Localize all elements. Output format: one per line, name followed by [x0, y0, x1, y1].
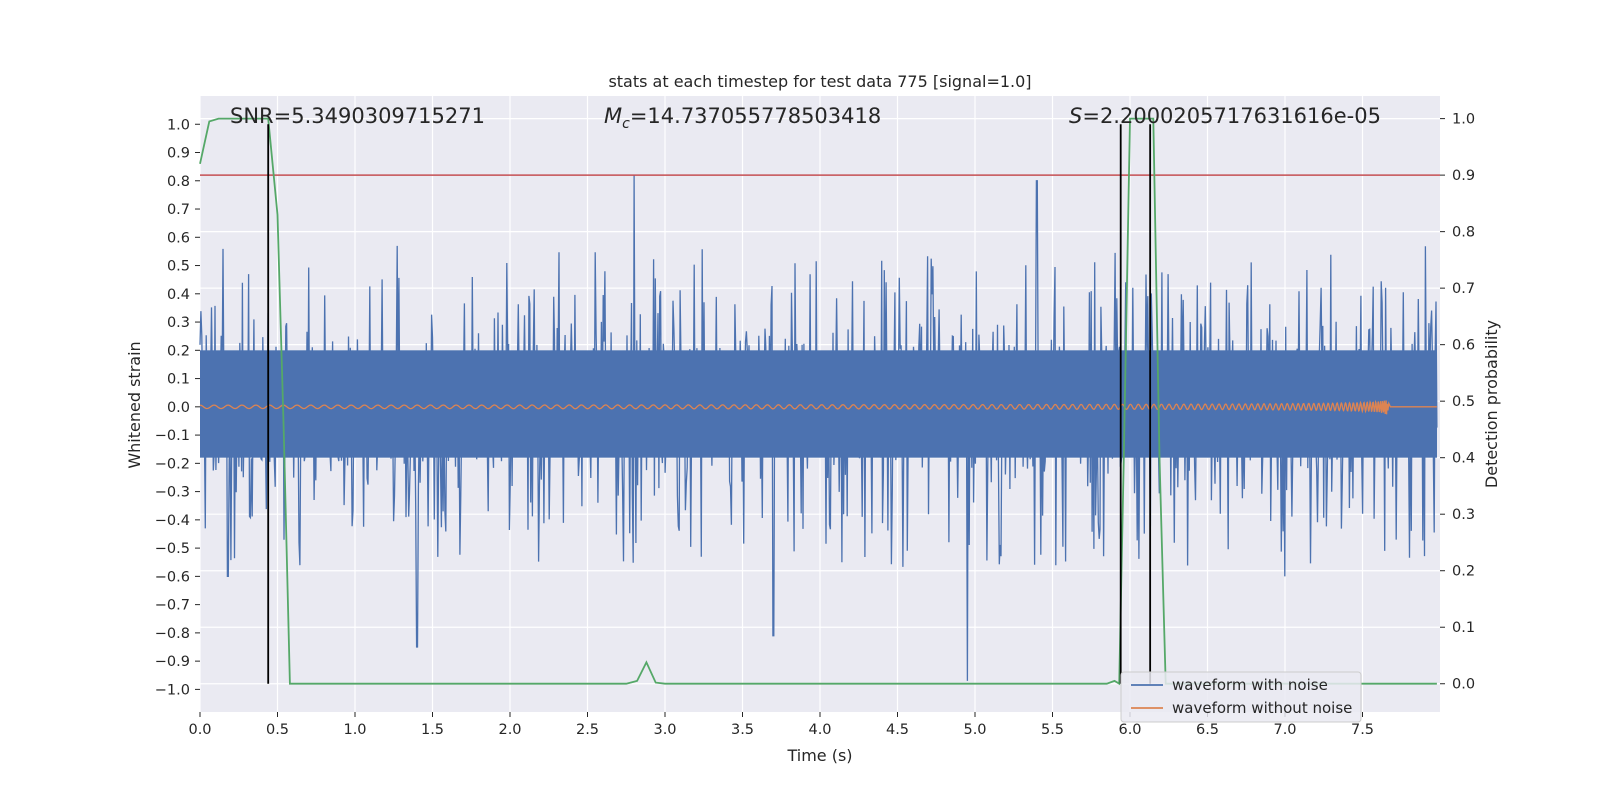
x-tick-label: 1.0 [343, 722, 366, 738]
waveform-without-noise-line [199, 399, 1437, 415]
y-tick-label: 0.2 [167, 343, 190, 359]
x-tick-label: 5.5 [1041, 722, 1064, 738]
y-tick-label: 0.3 [167, 315, 190, 331]
chart-title: stats at each timestep for test data 775… [608, 72, 1031, 91]
x-tick-label: 3.5 [731, 722, 754, 738]
y-tick-label: 1.0 [167, 117, 190, 133]
chirp-mass-value: =14.737055778503418 [630, 104, 881, 128]
legend: waveform with noise waveform without noi… [1120, 671, 1362, 723]
y-tick-label: 0.9 [167, 146, 190, 162]
y-tick-label: 0.4 [167, 287, 190, 303]
s-annotation: S=2.2000205717631616e-05 [1069, 104, 1381, 128]
x-tick-label: 3.0 [653, 722, 676, 738]
y-tick-label: −1.0 [155, 682, 190, 698]
y-tick-label: −0.4 [155, 513, 190, 529]
chirp-mass-symbol: M [604, 104, 622, 128]
y2-tick-label: 0.4 [1452, 451, 1475, 467]
x-tick-label: 1.5 [421, 722, 444, 738]
y2-tick-label: 0.9 [1452, 168, 1475, 184]
detection-probability-line [199, 117, 1437, 686]
y-tick-label: 0.6 [167, 230, 190, 246]
y-axis-right: 0.0 0.1 0.2 0.3 0.4 0.5 0.6 0.7 0.8 0.9 1.0 [1440, 112, 1475, 693]
series-layer [199, 117, 1440, 686]
x-tick-label: 5.0 [963, 722, 986, 738]
y-tick-label: −0.1 [155, 428, 190, 444]
legend-box [1120, 671, 1362, 723]
y2-tick-label: 0.6 [1452, 338, 1475, 354]
s-value: =2.2000205717631616e-05 [1082, 104, 1381, 128]
y2-tick-label: 0.8 [1452, 225, 1475, 241]
y-tick-label: 0.0 [167, 400, 190, 416]
y2-tick-label: 0.2 [1452, 564, 1475, 580]
y-tick-label: −0.3 [155, 485, 190, 501]
y2-tick-label: 0.1 [1452, 620, 1475, 636]
y-axis-left: −1.0 −0.9 −0.8 −0.7 −0.6 −0.5 −0.4 −0.3 −0.2 −0.1… [155, 117, 200, 698]
chirp-mass-annotation: Mc=14.737055778503418 [604, 104, 881, 132]
y-tick-label: −0.7 [155, 598, 190, 614]
y-tick-label: −0.5 [155, 541, 190, 557]
y-tick-label: 0.5 [167, 259, 190, 275]
chirp-mass-subscript: c [622, 116, 630, 132]
y2-axis-label: Detection probability [1482, 320, 1501, 488]
legend-label-noise: waveform with noise [1172, 676, 1328, 694]
x-tick-label: 7.5 [1351, 722, 1374, 738]
y-axis-label: Whitened strain [125, 341, 144, 468]
y-tick-label: −0.9 [155, 654, 190, 670]
x-tick-label: 2.5 [576, 722, 599, 738]
x-tick-label: 0.5 [266, 722, 289, 738]
y-tick-label: −0.6 [155, 569, 190, 585]
y-tick-label: 0.8 [167, 174, 190, 190]
y2-tick-label: 0.5 [1452, 394, 1475, 410]
noise-dense-band [200, 350, 1437, 458]
y2-tick-label: 0.7 [1452, 281, 1475, 297]
x-tick-label: 0.0 [188, 722, 211, 738]
legend-label-clean: waveform without noise [1172, 699, 1352, 717]
s-symbol: S [1069, 104, 1082, 128]
y2-tick-label: 0.3 [1452, 507, 1475, 523]
y-tick-label: 0.1 [167, 372, 190, 388]
y-tick-label: 0.7 [167, 202, 190, 218]
snr-annotation: SNR=5.3490309715271 [230, 104, 485, 128]
x-tick-label: 6.0 [1118, 722, 1141, 738]
x-axis-label: Time (s) [786, 746, 852, 765]
x-axis: 0.0 0.5 1.0 1.5 2.0 2.5 3.0 3.5 4.0 4.5 5.0 5.5 6.0 6… [188, 712, 1374, 738]
x-tick-label: 4.0 [808, 722, 831, 738]
y-tick-label: −0.2 [155, 456, 190, 472]
x-tick-label: 6.5 [1196, 722, 1219, 738]
x-tick-label: 7.0 [1273, 722, 1296, 738]
y-tick-label: −0.8 [155, 626, 190, 642]
x-tick-label: 4.5 [886, 722, 909, 738]
y2-tick-label: 1.0 [1452, 112, 1475, 128]
x-tick-label: 2.0 [498, 722, 521, 738]
y2-tick-label: 0.0 [1452, 677, 1475, 693]
